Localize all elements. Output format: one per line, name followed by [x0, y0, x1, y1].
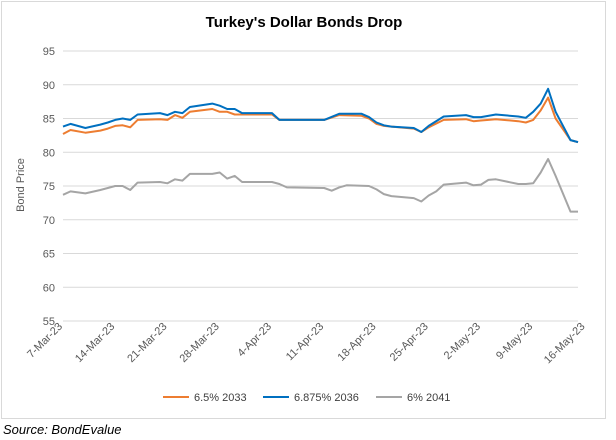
x-tick-labels: 7-Mar-23 14-Mar-23 21-Mar-23 28-Mar-23 4-Apr…	[25, 321, 588, 367]
gridlines	[63, 50, 578, 322]
x-tick-label: 2-May-23	[442, 321, 483, 362]
x-tick-label: 16-May-23	[542, 321, 588, 367]
chart-frame	[1, 1, 606, 419]
y-tick-label: 95	[43, 46, 55, 58]
legend: 6.5% 2033 6.875% 2036 6% 2041	[163, 392, 450, 404]
y-tick-label: 85	[43, 114, 55, 126]
legend-label: 6.875% 2036	[294, 392, 359, 404]
x-tick-label: 25-Apr-23	[388, 321, 431, 364]
y-axis-label: Bond Price	[15, 158, 27, 212]
series-line-3	[62, 158, 578, 213]
x-tick-label: 21-Mar-23	[125, 321, 169, 365]
series-lines	[62, 87, 579, 213]
chart-title: Turkey's Dollar Bonds Drop	[206, 14, 403, 31]
legend-label: 6% 2041	[407, 392, 450, 404]
x-tick-label: 11-Apr-23	[284, 321, 327, 364]
x-tick-label: 18-Apr-23	[336, 321, 379, 364]
y-tick-label: 75	[43, 181, 55, 193]
y-tick-label: 60	[43, 282, 55, 294]
series-line-1	[62, 96, 579, 144]
x-tick-label: 14-Mar-23	[73, 321, 117, 365]
x-tick-label: 28-Mar-23	[177, 321, 221, 365]
y-tick-label: 65	[43, 249, 55, 261]
legend-label: 6.5% 2033	[194, 392, 247, 404]
y-tick-labels: 55 60 65 70 75 80 85 90 95	[43, 46, 55, 328]
x-tick-label: 9-May-23	[494, 321, 535, 362]
y-tick-label: 90	[43, 80, 55, 92]
y-tick-label: 55	[43, 316, 55, 328]
y-tick-label: 80	[43, 147, 55, 159]
source-note: Source: BondEvalue	[3, 422, 122, 437]
series-line-2	[62, 87, 579, 144]
chart-canvas: Turkey's Dollar Bonds Drop Bond Price 55…	[15, 14, 588, 404]
y-tick-label: 70	[43, 215, 55, 227]
x-tick-label: 4-Apr-23	[235, 321, 274, 360]
